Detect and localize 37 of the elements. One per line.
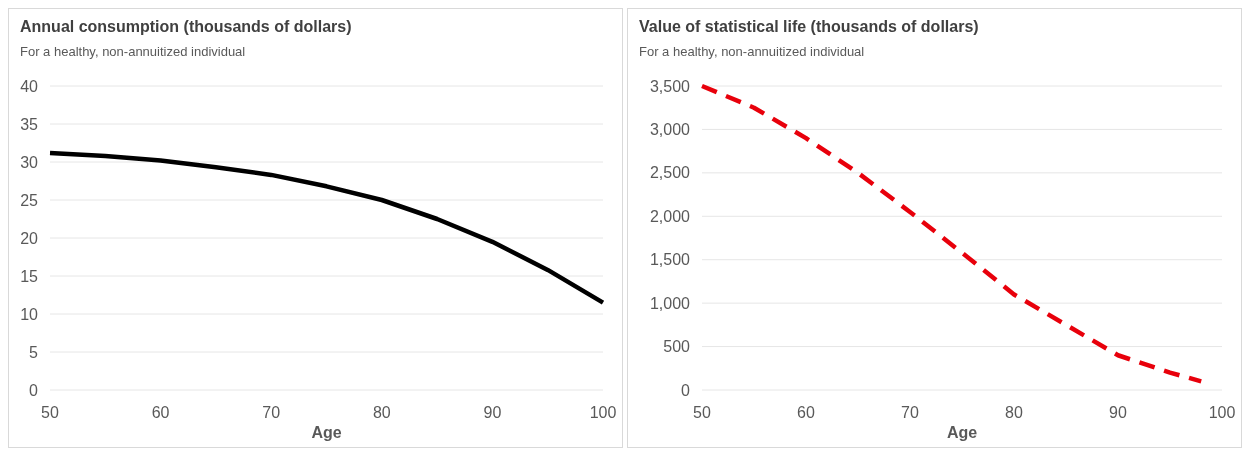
y-tick-label: 15 <box>20 267 39 285</box>
y-tick-label: 20 <box>20 229 39 247</box>
chart-title: Value of statistical life (thousands of dollars) <box>639 18 979 35</box>
y-tick-label: 30 <box>20 153 39 171</box>
y-tick-label: 35 <box>20 115 39 133</box>
y-tick-label: 40 <box>20 77 39 95</box>
chart-subtitle: For a healthy, non-annuitized individual <box>639 44 865 59</box>
x-axis-title: Age <box>311 424 342 441</box>
x-tick-label: 50 <box>693 404 711 421</box>
y-tick-label: 2,500 <box>649 164 691 182</box>
x-tick-label: 80 <box>1005 404 1023 421</box>
line-series <box>47 150 606 305</box>
y-tick-label: 1,500 <box>649 251 691 269</box>
chart-subtitle: For a healthy, non-annuitized individual <box>20 44 246 59</box>
x-tick-label: 90 <box>483 404 502 421</box>
x-tick-label: 100 <box>1208 404 1236 421</box>
chart-title: Annual consumption (thousands of dollars) <box>20 18 352 35</box>
y-tick-label: 5 <box>29 343 39 361</box>
y-tick-label: 500 <box>663 338 691 356</box>
line-series <box>699 83 1204 384</box>
y-tick-label: 3,000 <box>649 121 691 139</box>
x-axis-title: Age <box>946 424 978 441</box>
x-tick-label: 70 <box>262 404 281 421</box>
y-tick-label: 0 <box>681 381 691 399</box>
y-tick-label: 25 <box>20 191 39 209</box>
x-tick-label: 80 <box>372 404 391 421</box>
x-tick-label: 90 <box>1109 404 1127 421</box>
y-tick-label: 2,000 <box>649 207 691 225</box>
y-tick-label: 3,500 <box>649 77 691 95</box>
y-tick-label: 10 <box>20 305 39 323</box>
y-tick-label: 0 <box>29 381 39 399</box>
x-tick-label: 50 <box>41 404 59 421</box>
x-tick-label: 70 <box>901 404 919 421</box>
x-tick-label: 60 <box>151 404 170 421</box>
y-tick-label: 1,000 <box>649 294 691 312</box>
x-tick-label: 100 <box>589 404 617 421</box>
x-tick-label: 60 <box>797 404 815 421</box>
